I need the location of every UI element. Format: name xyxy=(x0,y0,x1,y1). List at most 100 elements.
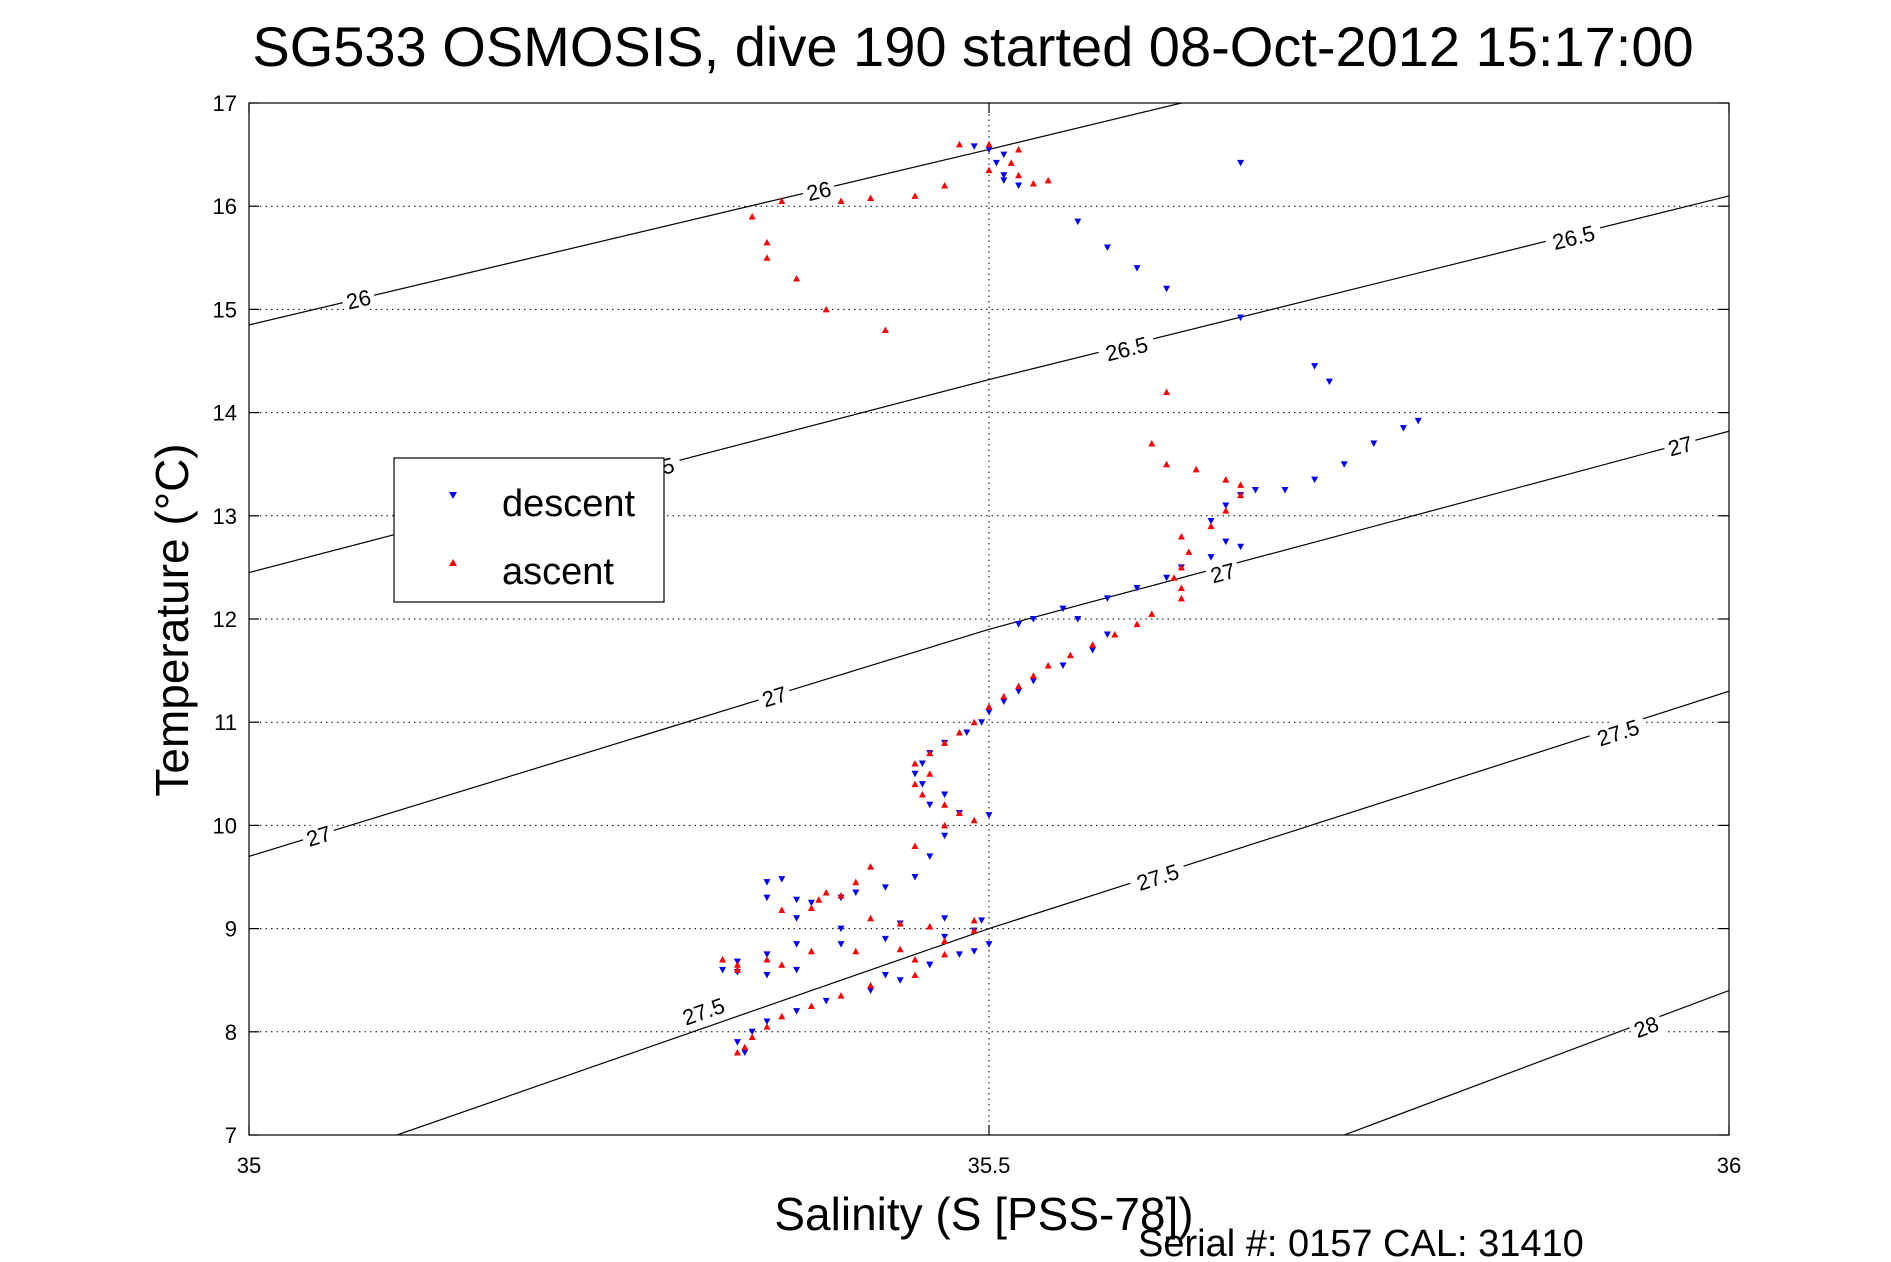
descent-point xyxy=(1000,151,1008,159)
descent-point xyxy=(881,935,889,943)
ascent-point xyxy=(763,956,771,963)
y-tick-label: 15 xyxy=(213,297,237,322)
ascent-point xyxy=(970,816,978,824)
descent-point xyxy=(911,874,919,881)
descent-point xyxy=(1207,554,1215,561)
descent-point xyxy=(881,972,889,979)
ascent-point xyxy=(985,703,993,710)
descent-point xyxy=(1133,265,1141,272)
ascent-point xyxy=(815,896,823,903)
ascent-point xyxy=(1029,672,1037,679)
y-tick-label: 11 xyxy=(214,710,237,735)
descent-point xyxy=(1222,538,1230,546)
descent-point xyxy=(1311,363,1319,370)
descent-point xyxy=(881,884,889,891)
contour-label: 27 xyxy=(1661,429,1699,462)
descent-point xyxy=(1103,631,1111,638)
ascent-point xyxy=(911,842,919,850)
contour-line-27-5 xyxy=(396,690,1729,1135)
descent-point xyxy=(1251,487,1259,494)
ascent-point xyxy=(748,213,756,220)
descent-point xyxy=(1370,440,1378,448)
descent-point xyxy=(926,801,934,809)
descent-point xyxy=(1133,585,1141,592)
ascent-point xyxy=(733,966,741,973)
y-tick-label: 13 xyxy=(213,504,237,529)
ascent-point xyxy=(896,919,904,927)
ascent-point xyxy=(778,197,786,205)
ascent-point xyxy=(1000,692,1008,700)
descent-point xyxy=(1074,218,1082,226)
contour-label: 27 xyxy=(755,680,794,713)
contour-line-28 xyxy=(1343,989,1729,1135)
ascent-point xyxy=(807,1002,815,1009)
x-axis-label: Salinity (S [PSS-78]) xyxy=(774,1188,1193,1240)
ascent-point xyxy=(985,166,993,174)
svg-text:26: 26 xyxy=(804,176,834,206)
ascent-point xyxy=(1007,159,1015,166)
ascent-point xyxy=(1044,176,1052,184)
y-tick-label: 14 xyxy=(213,401,237,426)
descent-point xyxy=(1029,677,1037,685)
descent-point xyxy=(763,1018,771,1025)
legend-box xyxy=(393,457,665,603)
ascent-point xyxy=(985,140,993,148)
ascent-point xyxy=(896,945,904,953)
descent-point xyxy=(918,760,926,767)
y-axis-label: Temperature (°C) xyxy=(146,443,198,796)
descent-point xyxy=(955,951,963,958)
descent-point xyxy=(985,941,993,948)
descent-point xyxy=(1000,172,1008,179)
ascent-point xyxy=(778,1012,786,1020)
x-tick-label: 35.5 xyxy=(968,1153,1011,1178)
descent-point xyxy=(1237,543,1245,551)
ascent-point xyxy=(867,914,875,922)
ascent-point xyxy=(1177,532,1185,540)
descent-point xyxy=(941,791,949,798)
descent-point xyxy=(985,812,993,819)
ascent-point xyxy=(793,274,801,282)
ascent-point xyxy=(941,950,949,958)
descent-point xyxy=(793,941,801,948)
y-tick-label: 9 xyxy=(225,917,237,942)
descent-point xyxy=(733,1039,741,1046)
ascent-point xyxy=(1015,682,1023,690)
ascent-point xyxy=(748,1033,756,1040)
ascent-point xyxy=(911,759,919,767)
ascent-point xyxy=(807,947,815,955)
ascent-point xyxy=(1207,522,1215,530)
ascent-point xyxy=(837,992,845,999)
descent-point xyxy=(807,899,815,907)
ascent-point xyxy=(1222,507,1230,514)
descent-point xyxy=(926,853,934,860)
ascent-point xyxy=(733,961,741,968)
ascent-point xyxy=(1237,491,1245,499)
descent-point xyxy=(985,146,993,153)
descent-point xyxy=(1281,487,1289,494)
descent-point xyxy=(778,876,786,883)
ascent-point xyxy=(941,182,949,189)
ascent-point xyxy=(926,749,934,757)
descent-point xyxy=(1207,517,1215,525)
y-tick-label: 12 xyxy=(213,607,237,632)
ascent-point xyxy=(1089,641,1097,648)
descent-point xyxy=(837,925,845,933)
ascent-point xyxy=(822,305,830,313)
ascent-point xyxy=(1148,440,1156,447)
descent-point xyxy=(867,987,875,995)
descent-point xyxy=(1103,244,1111,251)
ascent-point xyxy=(837,892,845,899)
descent-point xyxy=(1000,177,1008,184)
ascent-point xyxy=(733,1048,741,1056)
descent-point xyxy=(748,1028,756,1036)
descent-point xyxy=(793,896,801,904)
ascent-point xyxy=(918,790,926,798)
ascent-point xyxy=(941,801,949,808)
ascent-point xyxy=(852,947,860,955)
ascent-point xyxy=(926,770,934,777)
descent-point xyxy=(1237,159,1245,167)
ascent-point xyxy=(778,906,786,914)
chart-title: SG533 OSMOSIS, dive 190 started 08-Oct-2… xyxy=(252,15,1693,78)
descent-point xyxy=(1074,616,1082,623)
